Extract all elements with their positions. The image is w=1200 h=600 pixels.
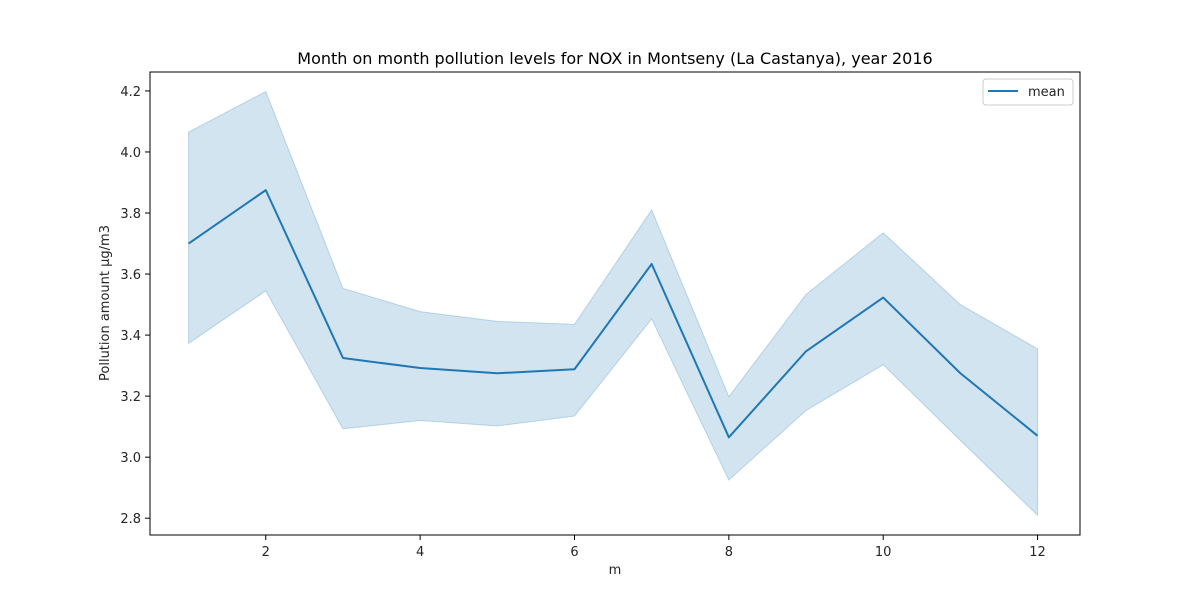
x-tick-label-2: 2 xyxy=(262,545,270,560)
data-point-mean-12 xyxy=(1037,435,1039,437)
y-tick-label-3.0: 3.0 xyxy=(120,451,141,466)
x-tick-label-4: 4 xyxy=(416,545,424,560)
data-point-mean-4 xyxy=(419,367,421,369)
x-tick-label-10: 10 xyxy=(875,545,892,560)
data-point-mean-9 xyxy=(805,350,807,352)
data-point-mean-3 xyxy=(342,357,344,359)
legend-box xyxy=(982,78,1074,106)
data-point-mean-7 xyxy=(651,263,653,265)
legend-label-mean: mean xyxy=(1028,85,1065,100)
data-point-mean-11 xyxy=(959,372,961,374)
legend: mean xyxy=(982,78,1074,106)
y-tick-label-3.2: 3.2 xyxy=(120,390,141,405)
x-tick-label-6: 6 xyxy=(570,545,578,560)
y-axis-ticks: 2.8 3.0 3.2 3.4 3.6 3.8 4.0 4.2 xyxy=(120,85,150,527)
y-tick-label-3.4: 3.4 xyxy=(120,329,141,344)
confidence-band-mean xyxy=(188,90,1039,517)
y-tick-label-4.0: 4.0 xyxy=(120,146,141,161)
series-line-mean xyxy=(188,189,1039,439)
y-axis-label: Pollution amount µg/m3 xyxy=(98,225,113,381)
plot-frame xyxy=(149,71,1081,536)
x-axis-ticks: 2 4 6 8 10 12 xyxy=(262,535,1046,560)
series-line-layer xyxy=(188,189,1039,439)
x-tick-label-8: 8 xyxy=(725,545,733,560)
data-point-mean-8 xyxy=(728,436,730,438)
chart-title: Month on month pollution levels for NOX … xyxy=(297,49,932,68)
data-point-mean-10 xyxy=(882,297,884,299)
data-point-mean-2 xyxy=(265,189,267,191)
data-point-mean-1 xyxy=(188,243,190,245)
y-tick-label-4.2: 4.2 xyxy=(120,85,141,100)
confidence-band-layer xyxy=(188,90,1039,517)
data-point-mean-5 xyxy=(496,372,498,374)
data-point-mean-6 xyxy=(573,368,575,370)
y-tick-label-3.6: 3.6 xyxy=(120,268,141,283)
x-tick-label-12: 12 xyxy=(1029,545,1046,560)
y-tick-label-3.8: 3.8 xyxy=(120,207,141,222)
y-tick-label-2.8: 2.8 xyxy=(120,512,141,527)
x-axis-label: m xyxy=(609,563,622,578)
